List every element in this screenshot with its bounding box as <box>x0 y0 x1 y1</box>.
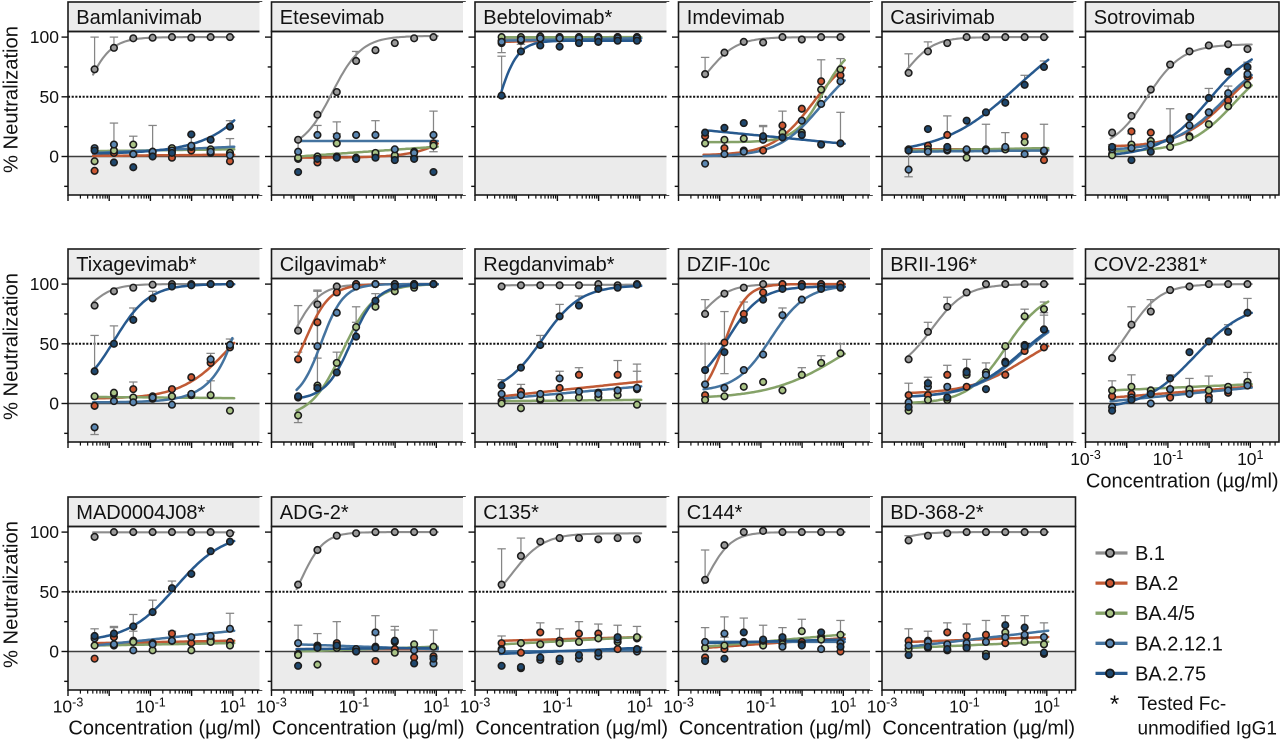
svg-text:DZIF-10c: DZIF-10c <box>687 254 770 276</box>
svg-text:10-3: 10-3 <box>1070 448 1101 469</box>
svg-text:Concentration (µg/ml): Concentration (µg/ml) <box>1086 471 1279 493</box>
svg-text:Concentration (µg/ml): Concentration (µg/ml) <box>679 718 872 740</box>
svg-text:10-1: 10-1 <box>135 696 166 717</box>
svg-text:Tixagevimab*: Tixagevimab* <box>76 254 197 276</box>
svg-text:Tested Fc-: Tested Fc- <box>1138 694 1227 715</box>
svg-text:10-1: 10-1 <box>949 696 980 717</box>
svg-text:Concentration (µg/ml): Concentration (µg/ml) <box>272 718 465 740</box>
svg-text:*: * <box>1110 691 1119 718</box>
svg-text:BA.2: BA.2 <box>1135 573 1178 595</box>
svg-text:MAD0004J08*: MAD0004J08* <box>76 502 205 524</box>
svg-text:Casirivimab: Casirivimab <box>890 7 994 29</box>
svg-text:101: 101 <box>1034 696 1060 717</box>
svg-text:101: 101 <box>627 696 653 717</box>
svg-text:unmodified IgG1: unmodified IgG1 <box>1138 719 1277 740</box>
svg-text:50: 50 <box>40 582 60 602</box>
svg-text:10-1: 10-1 <box>1153 448 1184 469</box>
svg-text:10-3: 10-3 <box>460 696 491 717</box>
svg-text:% Neutralization: % Neutralization <box>1 273 23 420</box>
svg-text:C135*: C135* <box>483 502 539 524</box>
svg-text:10-3: 10-3 <box>53 696 84 717</box>
svg-text:0: 0 <box>49 642 59 662</box>
svg-text:10-1: 10-1 <box>339 696 370 717</box>
svg-text:Concentration (µg/ml): Concentration (µg/ml) <box>475 718 668 740</box>
svg-text:Regdanvimab*: Regdanvimab* <box>483 254 614 276</box>
svg-text:0: 0 <box>49 394 59 414</box>
svg-text:BD-368-2*: BD-368-2* <box>890 502 984 524</box>
svg-text:100: 100 <box>30 27 59 47</box>
svg-text:ADG-2*: ADG-2* <box>280 502 349 524</box>
svg-text:Cilgavimab*: Cilgavimab* <box>280 254 387 276</box>
svg-text:Imdevimab: Imdevimab <box>687 7 785 29</box>
svg-text:% Neutralization: % Neutralization <box>1 26 23 173</box>
svg-text:BA.2.12.1: BA.2.12.1 <box>1135 633 1223 655</box>
svg-text:10-3: 10-3 <box>663 696 694 717</box>
svg-text:Bebtelovimab*: Bebtelovimab* <box>483 7 612 29</box>
svg-text:Concentration (µg/ml): Concentration (µg/ml) <box>882 718 1075 740</box>
svg-text:50: 50 <box>40 334 60 354</box>
svg-text:BA.4/5: BA.4/5 <box>1135 603 1195 625</box>
svg-text:100: 100 <box>30 522 59 542</box>
svg-text:C144*: C144* <box>687 502 743 524</box>
svg-text:101: 101 <box>423 696 449 717</box>
svg-text:BRII-196*: BRII-196* <box>890 254 977 276</box>
svg-text:100: 100 <box>30 274 59 294</box>
svg-text:10-1: 10-1 <box>542 696 573 717</box>
svg-text:101: 101 <box>220 696 246 717</box>
svg-text:101: 101 <box>830 696 856 717</box>
svg-text:Concentration (µg/ml): Concentration (µg/ml) <box>68 718 261 740</box>
svg-text:Sotrovimab: Sotrovimab <box>1094 7 1195 29</box>
svg-text:10-3: 10-3 <box>867 696 898 717</box>
svg-text:10-3: 10-3 <box>256 696 287 717</box>
svg-text:Bamlanivimab: Bamlanivimab <box>76 7 202 29</box>
svg-text:0: 0 <box>49 147 59 167</box>
svg-text:COV2-2381*: COV2-2381* <box>1094 254 1208 276</box>
svg-text:B.1: B.1 <box>1135 543 1165 565</box>
svg-text:10-1: 10-1 <box>746 696 777 717</box>
svg-text:BA.2.75: BA.2.75 <box>1135 663 1206 685</box>
svg-text:Etesevimab: Etesevimab <box>280 7 385 29</box>
svg-text:% Neutralization: % Neutralization <box>1 521 23 668</box>
svg-text:101: 101 <box>1237 448 1263 469</box>
svg-text:50: 50 <box>40 87 60 107</box>
